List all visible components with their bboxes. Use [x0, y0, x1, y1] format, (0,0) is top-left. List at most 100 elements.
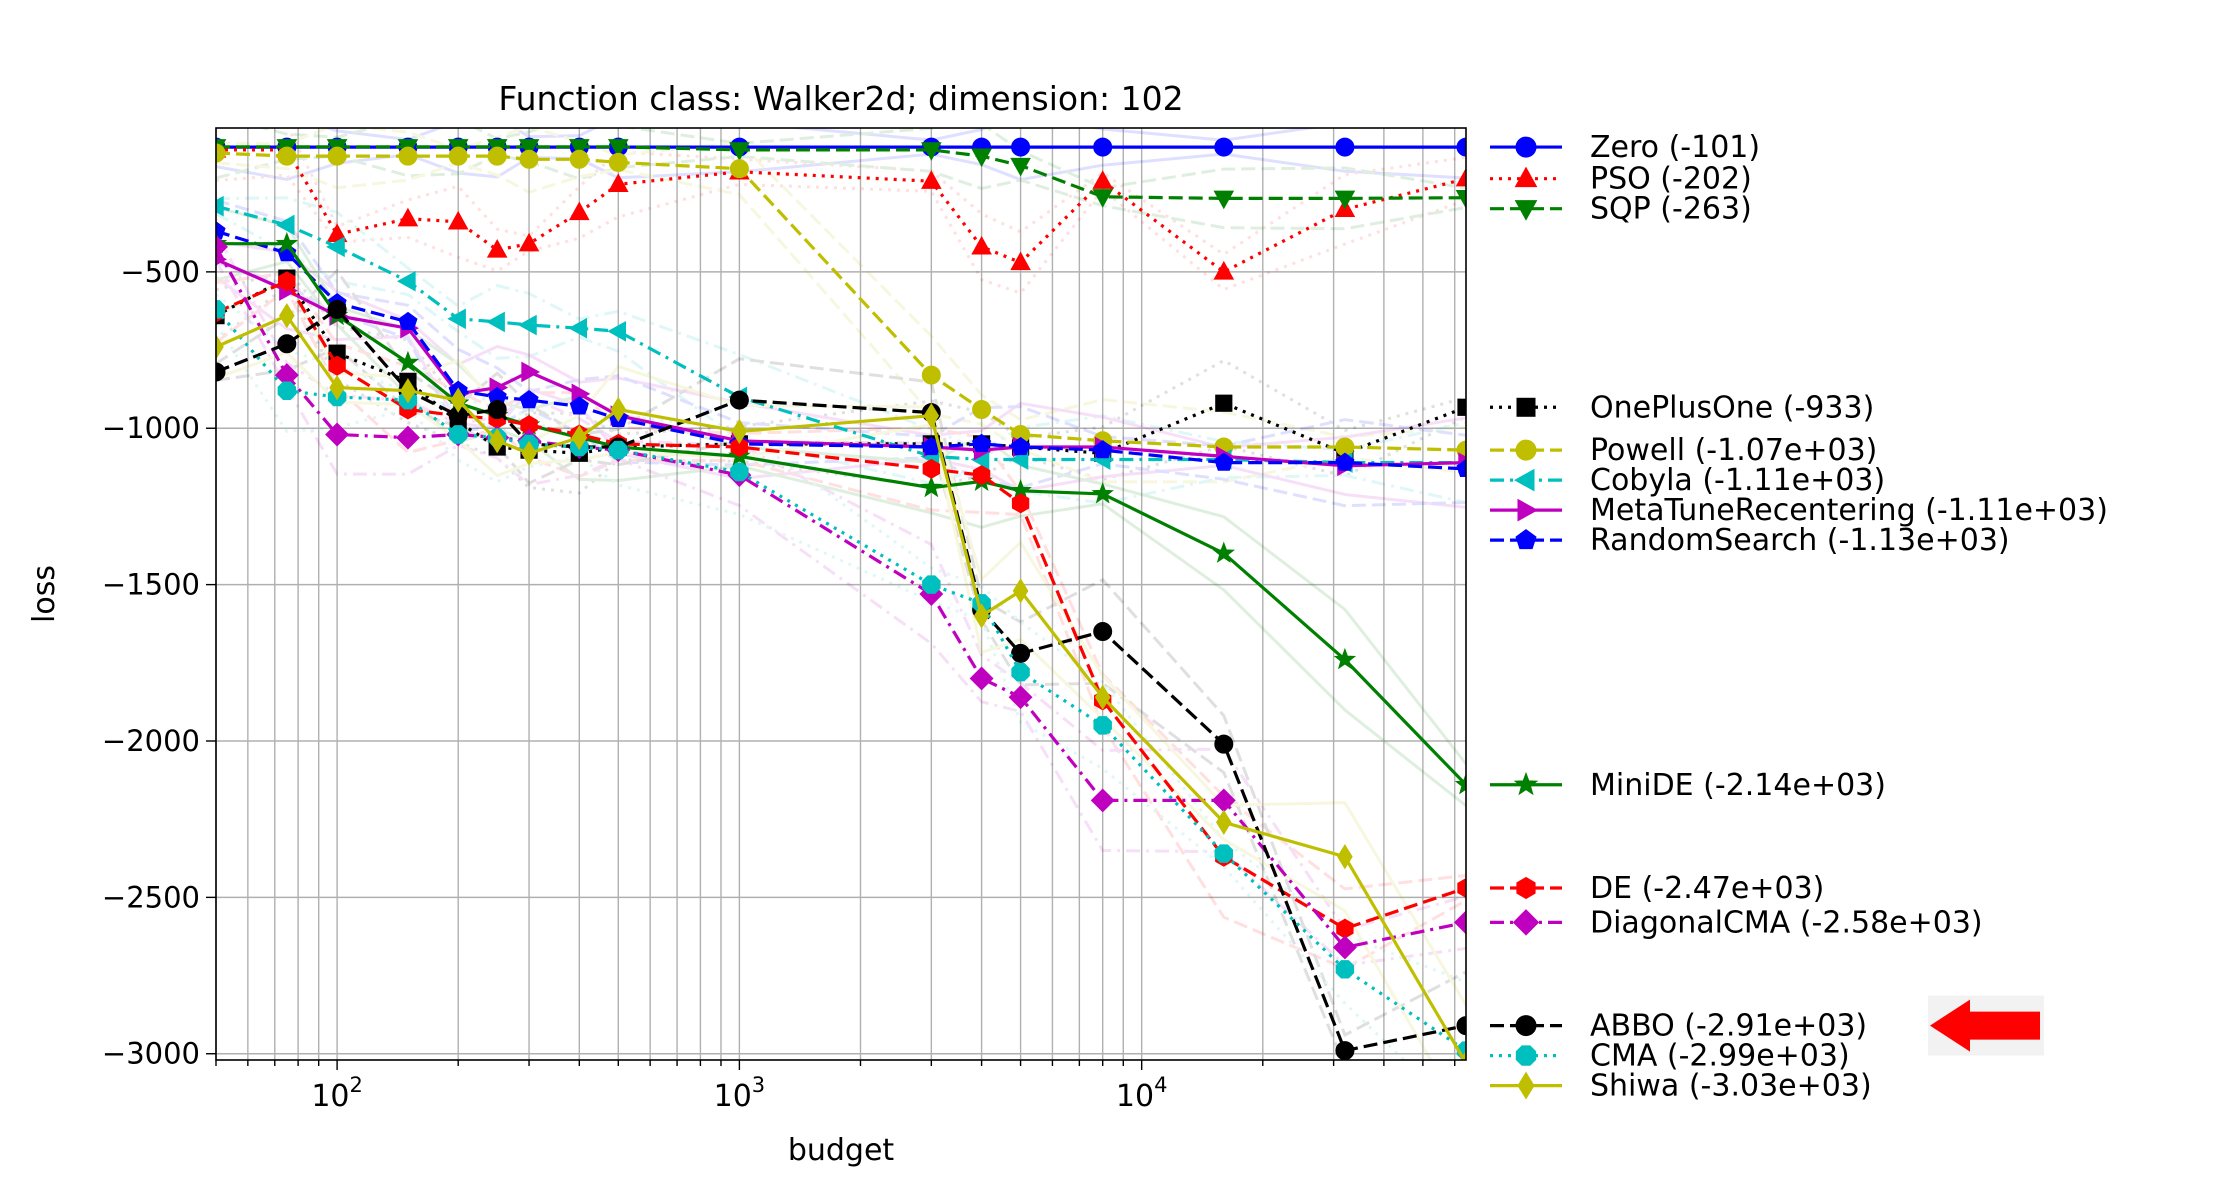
data-point: [1334, 190, 1356, 210]
data-point: [277, 146, 297, 166]
legend-marker: [1515, 1045, 1537, 1066]
data-point: [1213, 190, 1235, 210]
data-point: [569, 201, 590, 221]
data-point: [450, 387, 466, 413]
data-point: [1010, 251, 1031, 271]
legend-label: Cobyla (-1.11e+03): [1590, 463, 1885, 498]
data-point: [1335, 137, 1355, 157]
legend-marker: [1515, 439, 1537, 461]
data-point: [569, 396, 589, 415]
data-point: [519, 390, 539, 409]
data-point: [1456, 137, 1466, 157]
data-point: [327, 299, 347, 319]
data-point: [275, 231, 299, 254]
data-point: [923, 403, 940, 429]
data-point: [216, 300, 226, 319]
series-line: [216, 204, 1466, 465]
legend-marker: [1515, 136, 1537, 158]
data-point: [329, 374, 345, 401]
data-point: [487, 146, 507, 166]
data-point: [1214, 137, 1234, 157]
data-point: [608, 152, 628, 172]
data-point: [972, 433, 992, 453]
data-point: [1216, 809, 1232, 835]
legend-label: CMA (-2.99e+03): [1590, 1039, 1850, 1074]
faded-run-line: [216, 128, 1320, 142]
y-axis-label: loss: [27, 565, 62, 623]
data-point: [1457, 877, 1466, 899]
data-point: [1212, 541, 1236, 563]
legend-marker: [1516, 397, 1536, 417]
data-point: [1093, 137, 1113, 157]
faded-run-line: [286, 128, 1466, 257]
faded-run-line: [216, 198, 1466, 448]
data-point: [1011, 643, 1031, 663]
data-point: [922, 458, 941, 479]
data-point: [216, 221, 226, 240]
legend-label: OnePlusOne (-933): [1590, 390, 1874, 425]
data-point: [489, 428, 505, 454]
data-point: [1094, 684, 1111, 710]
data-point: [398, 146, 418, 166]
legend-marker: [1513, 771, 1539, 796]
legend-marker: [1515, 529, 1537, 550]
legend-item-metatunerecentering: MetaTuneRecentering (-1.11e+03): [1490, 493, 2108, 528]
data-point: [1093, 622, 1113, 642]
data-point: [275, 214, 295, 236]
legend-marker: [1512, 909, 1540, 936]
faded-run-line: [216, 276, 1466, 1006]
data-point: [607, 173, 629, 192]
legend-label: MiniDE (-2.14e+03): [1590, 768, 1886, 803]
data-point: [397, 270, 416, 292]
data-point: [973, 603, 990, 629]
data-point: [1213, 260, 1235, 280]
y-tick-label: −1000: [102, 411, 200, 445]
data-point: [1090, 788, 1115, 813]
data-point: [1093, 716, 1112, 735]
series-line: [216, 307, 1466, 1053]
data-point: [1335, 1041, 1355, 1060]
data-point: [1337, 844, 1353, 870]
data-point: [216, 334, 224, 360]
data-point: [972, 465, 991, 486]
data-point: [607, 320, 626, 342]
faded-run-line: [216, 239, 1466, 449]
legend: Zero (-101)PSO (-202)SQP (-263) OnePlusOn…: [1490, 130, 2108, 1104]
data-point: [1092, 189, 1113, 208]
data-point: [971, 148, 992, 168]
data-point: [921, 142, 942, 161]
data-point: [325, 422, 350, 447]
faded-run-line: [216, 161, 1466, 484]
faded-run-line: [216, 260, 1466, 967]
legend-item-zero: Zero (-101): [1490, 130, 1760, 165]
data-point: [216, 234, 228, 259]
data-point: [277, 381, 297, 400]
data-point: [1454, 772, 1466, 795]
legend-item-de: DE (-2.47e+03): [1490, 871, 1824, 906]
faded-run-line: [216, 128, 1466, 439]
data-point: [518, 139, 540, 158]
data-point: [1011, 137, 1031, 157]
data-point: [1335, 452, 1355, 471]
legend-label: DiagonalCMA (-2.58e+03): [1590, 905, 1983, 940]
data-point: [1332, 935, 1357, 960]
y-tick-label: −2000: [102, 724, 200, 758]
data-point: [920, 475, 943, 498]
data-point: [400, 378, 416, 404]
x-axis-label: budget: [788, 1133, 895, 1168]
legend-item-powell: Powell (-1.07e+03): [1490, 433, 1877, 468]
data-point: [731, 418, 748, 445]
data-point: [571, 424, 588, 451]
data-point: [730, 462, 749, 482]
faded-run-line: [216, 212, 1466, 505]
data-point: [729, 390, 749, 410]
data-point: [448, 425, 468, 444]
legend-label: DE (-2.47e+03): [1590, 871, 1824, 906]
y-tick-label: −1500: [102, 568, 200, 602]
y-tick-label: −3000: [102, 1037, 200, 1071]
y-tick-label: −2500: [102, 880, 200, 914]
data-point: [448, 146, 468, 166]
data-point: [1457, 398, 1466, 416]
